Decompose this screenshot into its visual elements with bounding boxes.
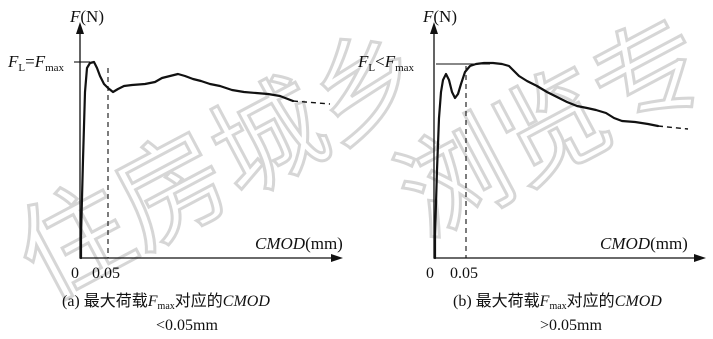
panel-b-origin: 0 (426, 265, 434, 282)
panel-b-fl-label: FL<Fmax (357, 52, 415, 74)
panel-a: F(N) FL=Fmax CMOD(mm) 0 0.05 (a) 最大荷载Fma… (7, 7, 343, 334)
panel-b-x-label: CMOD(mm) (600, 234, 688, 253)
panel-a-y-label: F(N) (69, 7, 104, 26)
panel-b-tick-005: 0.05 (450, 265, 478, 282)
panel-b-y-label: F(N) (422, 7, 457, 26)
watermark-right: 浏览专 (377, 0, 713, 262)
panel-a-load-curve (79, 60, 295, 260)
panel-a-curve-extension (292, 100, 331, 105)
panel-a-y-arrow (76, 22, 84, 34)
panel-b-caption-line1: (b) 最大荷载Fmax对应的CMOD (453, 291, 662, 312)
panel-a-caption-line1: (a) 最大荷载Fmax对应的CMOD (62, 291, 270, 312)
panel-a-x-arrow (331, 254, 343, 262)
panel-b-caption-line2: >0.05mm (540, 317, 602, 334)
panel-b: F(N) FL<Fmax CMOD(mm) 0 0.05 (b) 最大荷载Fma… (357, 7, 706, 334)
panel-a-caption-line2: <0.05mm (156, 317, 218, 334)
panel-a-x-label: CMOD(mm) (255, 234, 343, 253)
panel-a-origin: 0 (71, 265, 79, 282)
panel-a-fl-label: FL=Fmax (7, 52, 65, 74)
panel-b-y-arrow (430, 22, 438, 34)
panel-b-x-arrow (694, 254, 706, 262)
panel-a-tick-005: 0.05 (92, 265, 120, 282)
panel-b-load-curve (433, 61, 660, 260)
